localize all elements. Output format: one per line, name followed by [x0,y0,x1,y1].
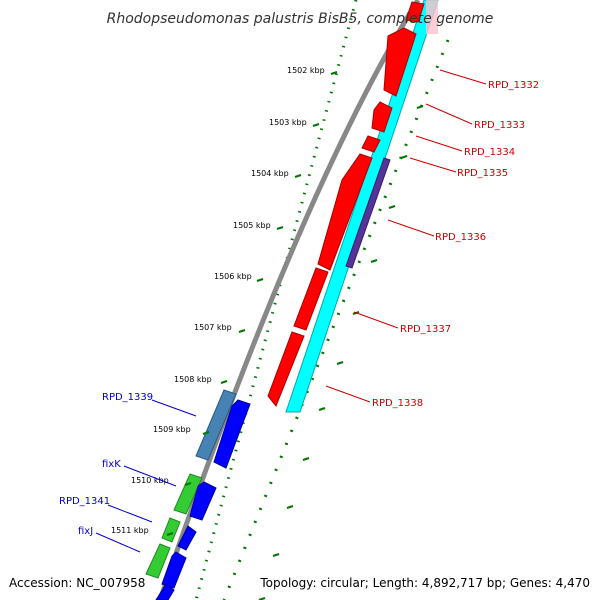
outer-tick-mark-7 [318,407,326,411]
tick-mark-5 [256,278,264,282]
tick-mark-1 [330,71,338,75]
purple-feature [345,157,391,269]
label-fixk[interactable]: fixK [102,459,121,470]
tick-label: 1508 kbp [174,375,212,384]
blue-gene-5-shape [155,583,175,600]
outer-tick-mark-3 [388,205,396,209]
tick-label: 1506 kbp [214,272,252,281]
tick-label: 1502 kbp [287,66,325,75]
label-rpd-1341[interactable]: RPD_1341 [59,496,110,507]
tick-label: 1511 kbp [111,526,149,535]
tick-mark-3 [294,174,302,178]
topology-text: Topology: circular; Length: 4,892,717 bp… [259,576,590,590]
label-rpd-1332[interactable]: RPD_1332 [488,80,539,91]
tick-mark-8 [202,431,210,435]
label-rpd-1337[interactable]: RPD_1337 [400,324,451,335]
label-rpd-1335[interactable]: RPD_1335 [457,168,508,179]
blue-gene-1-shape [213,399,251,469]
gene-rpd-1341-shape [161,517,181,543]
tick-label: 1507 kbp [194,323,232,332]
tick-label: 1503 kbp [269,118,307,127]
gene-rpd-1333-shape [383,27,417,97]
label-rpd-1334[interactable]: RPD_1334 [464,147,515,158]
blue-gene-3-shape [177,525,197,551]
label-fixj[interactable]: fixJ [78,526,93,537]
gene-rpd-1335-shape [361,135,381,153]
gene-fixk-shape [173,473,203,515]
left-gene-labels [95,399,197,553]
tick-mark-7 [220,380,228,384]
tick-ring-2 [222,39,450,600]
tick-mark-10 [166,532,174,536]
cds-track-highlight [426,0,438,34]
outer-tick-mark-4 [370,259,378,263]
label-rpd-1333[interactable]: RPD_1333 [474,120,525,131]
label-rpd-1338[interactable]: RPD_1338 [372,398,423,409]
right-gene-labels [325,69,487,403]
accession-text: Accession: NC_007958 [9,576,145,590]
map-title: Rhodopseudomonas palustris BisB5, comple… [107,11,494,27]
gene-rpd-1334-shape [371,101,393,133]
tick-mark-6 [238,329,246,333]
tick-rings [194,0,450,600]
tick-mark-9 [184,482,192,486]
gene-rpd-1337-shape [293,267,329,331]
tick-label: 1509 kbp [153,425,191,434]
blue-gene-2-shape [189,481,217,521]
outer-tick-mark-10 [272,553,280,557]
outer-tick-mark-1 [416,105,424,109]
tick-label: 1510 kbp [131,476,169,485]
tick-mark-2 [312,123,320,127]
outer-tick-mark-9 [286,505,294,509]
left-genes [145,389,251,600]
outer-tick-mark-6 [336,361,344,365]
gene-rpd-1332-shape [405,1,425,23]
gene-fixj-shape [145,543,171,579]
label-rpd-1339[interactable]: RPD_1339 [102,392,153,403]
forward-genes [267,1,425,407]
outer-tick-mark-8 [302,457,310,461]
gene-rpd-1338-shape [267,331,305,407]
cds-track [285,0,439,413]
outer-tick-mark-2 [400,155,408,159]
tick-mark-4 [276,226,284,230]
label-rpd-1336[interactable]: RPD_1336 [435,232,486,243]
tick-label: 1505 kbp [233,221,271,230]
gene-rpd-1336-shape [317,153,373,271]
tick-label: 1504 kbp [251,169,289,178]
